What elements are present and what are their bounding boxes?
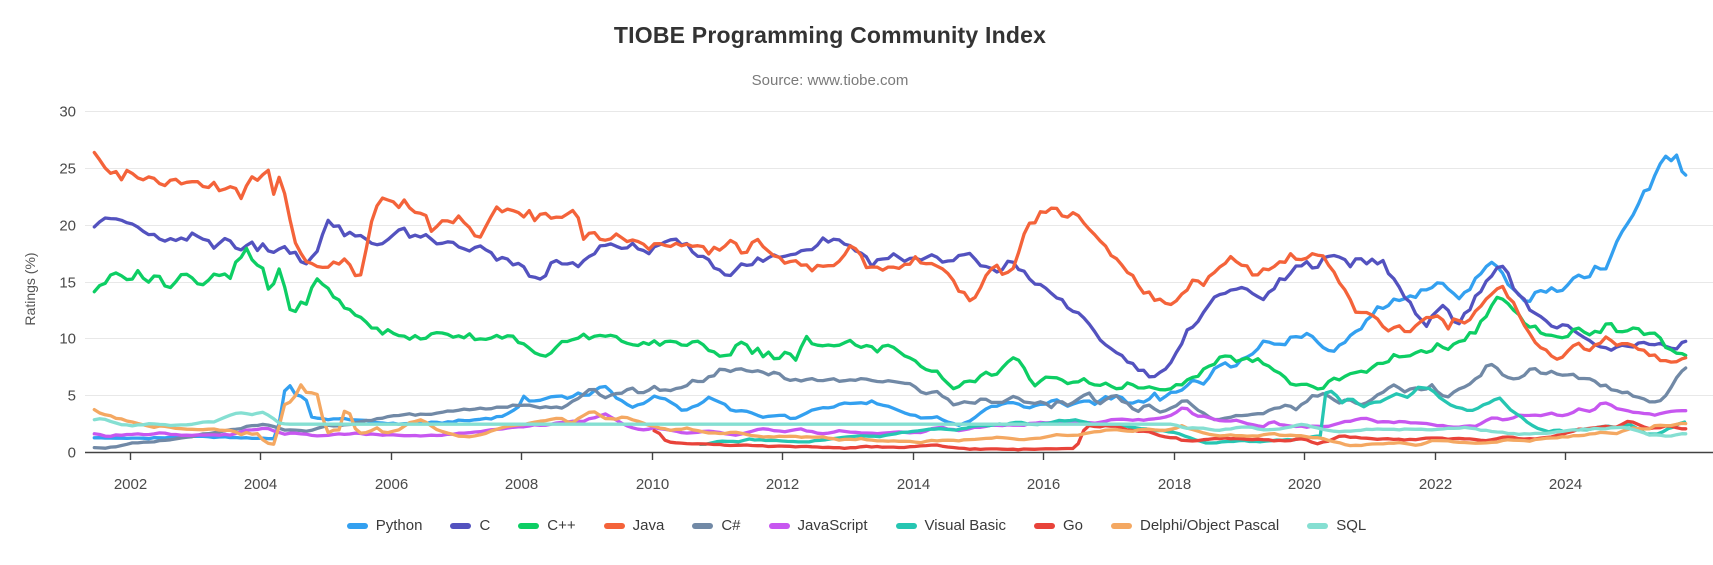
chart-subtitle: Source: www.tiobe.com: [751, 72, 909, 89]
x-tick-label: 2010: [636, 476, 669, 493]
legend-item-python[interactable]: Python: [346, 517, 423, 534]
chart-title: TIOBE Programming Community Index: [613, 22, 1047, 48]
y-tick-label: 0: [68, 445, 76, 462]
series-line-python[interactable]: [92, 153, 1688, 441]
legend-item-sql[interactable]: SQL: [1307, 517, 1366, 534]
chart-legend: Python C C++ Java C# JavaScript Visual Basic Go…: [0, 517, 1713, 534]
x-tick-label: 2020: [1288, 476, 1321, 493]
legend-swatch-python: [346, 522, 368, 529]
x-tick-label: 2014: [897, 476, 930, 493]
legend-item-visual-basic[interactable]: Visual Basic: [895, 517, 1006, 534]
series-line-delphi-object-pascal[interactable]: [92, 383, 1688, 448]
legend-label-sql: SQL: [1336, 517, 1367, 534]
series-line-go[interactable]: [652, 419, 1688, 452]
x-tick-label: 2004: [244, 476, 277, 493]
legend-swatch-visual-basic: [895, 522, 917, 529]
legend-label-c-: C#: [721, 517, 741, 534]
x-tick-label: 2008: [505, 476, 538, 493]
legend-swatch-delphi-object-pascal: [1111, 522, 1132, 529]
legend-label-go: Go: [1062, 517, 1083, 534]
legend-item-c-[interactable]: C#: [692, 517, 741, 534]
series-line-java[interactable]: [92, 150, 1688, 364]
x-tick-label: 2006: [375, 476, 408, 493]
legend-label-python: Python: [375, 517, 423, 534]
legend-label-visual-basic: Visual Basic: [924, 517, 1006, 534]
series-line-visual-basic[interactable]: [698, 385, 1687, 446]
legend-label-c: C: [479, 517, 491, 534]
legend-swatch-c: [450, 522, 472, 529]
y-tick-label: 25: [59, 161, 76, 178]
y-tick-label: 15: [59, 275, 76, 292]
x-tick-label: 2016: [1027, 476, 1060, 493]
legend-item-java[interactable]: Java: [603, 517, 665, 534]
legend-swatch-c-: [692, 522, 714, 529]
x-tick-label: 2012: [766, 476, 799, 493]
x-tick-label: 2018: [1158, 476, 1191, 493]
y-tick-label: 5: [68, 388, 76, 405]
series-line-c-[interactable]: [92, 246, 1688, 392]
legend-item-c-[interactable]: C++: [518, 517, 576, 534]
series-line-c-[interactable]: [92, 362, 1688, 450]
legend-swatch-sql: [1307, 522, 1329, 529]
legend-label-java: Java: [632, 517, 665, 534]
legend-item-delphi-object-pascal[interactable]: Delphi/Object Pascal: [1111, 517, 1279, 534]
y-tick-label: 20: [59, 218, 76, 235]
legend-swatch-java: [603, 522, 625, 529]
legend-label-c-: C++: [547, 517, 576, 534]
x-tick-label: 2022: [1419, 476, 1452, 493]
y-tick-label: 10: [59, 331, 76, 348]
legend-item-javascript[interactable]: JavaScript: [768, 517, 868, 534]
x-tick-label: 2002: [114, 476, 147, 493]
legend-swatch-c-: [518, 522, 540, 529]
legend-label-javascript: JavaScript: [797, 517, 868, 534]
legend-label-delphi-object-pascal: Delphi/Object Pascal: [1140, 517, 1280, 534]
legend-item-c[interactable]: C: [450, 517, 490, 534]
legend-swatch-javascript: [768, 522, 790, 529]
x-tick-label: 2024: [1549, 476, 1582, 493]
y-tick-label: 30: [59, 104, 76, 121]
legend-swatch-go: [1033, 522, 1055, 529]
legend-item-go[interactable]: Go: [1033, 517, 1083, 534]
series-line-sql[interactable]: [92, 410, 1688, 438]
